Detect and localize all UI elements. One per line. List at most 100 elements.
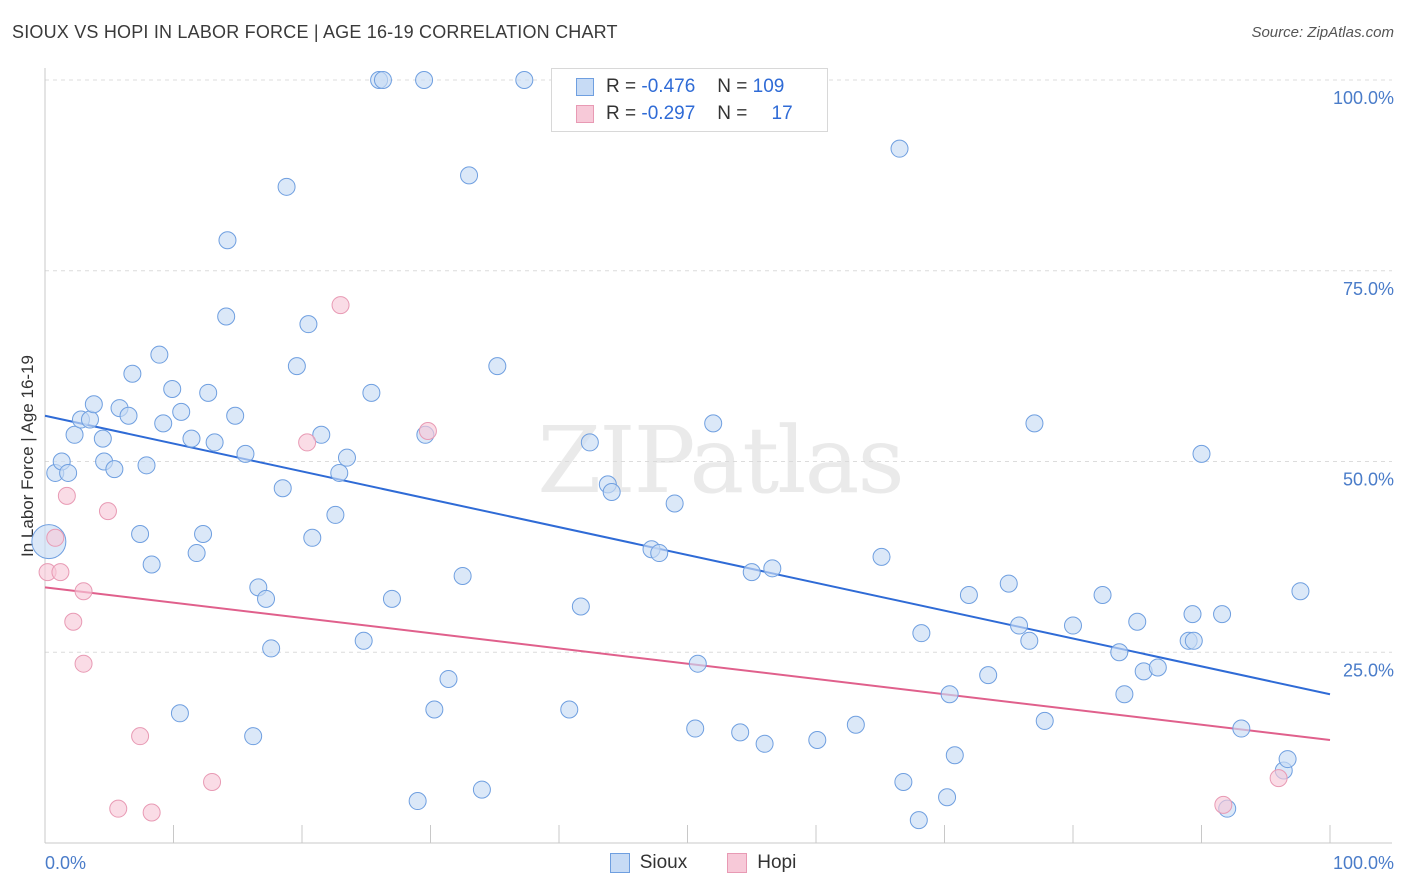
sioux-point (154, 414, 173, 433)
sioux-point (354, 631, 373, 650)
sioux-point (277, 177, 296, 196)
sioux-point (330, 463, 349, 482)
sioux-point (119, 406, 138, 425)
series-legend: Sioux Hopi (0, 852, 1406, 874)
sioux-legend-label: Sioux (639, 852, 688, 873)
sioux-point (846, 715, 865, 734)
legend-row-hopi: R = -0.297 N = 17 (576, 102, 793, 126)
data-points (31, 71, 1310, 830)
sioux-point (580, 433, 599, 452)
sioux-point (890, 139, 909, 158)
sioux-point (123, 364, 142, 383)
sioux-point (686, 719, 705, 738)
hopi-point (142, 803, 161, 822)
sioux-r-label: R = (606, 76, 637, 97)
y-tick-label: 75.0% (1343, 279, 1394, 299)
sioux-point (1115, 685, 1134, 704)
sioux-r-value: -0.476 (641, 76, 696, 97)
sioux-point (205, 433, 224, 452)
sioux-point (755, 734, 774, 753)
sioux-point (273, 479, 292, 498)
sioux-point (912, 624, 931, 643)
sioux-point (938, 788, 957, 807)
sioux-point (244, 727, 263, 746)
sioux-legend-swatch (609, 853, 630, 873)
chart-title: SIOUX VS HOPI IN LABOR FORCE | AGE 16-19… (12, 22, 618, 42)
sioux-point (80, 410, 99, 429)
hopi-n-label: N = (717, 103, 748, 124)
hopi-point (46, 528, 65, 547)
hopi-point (109, 799, 128, 818)
hopi-point (131, 727, 150, 746)
chart-source: Source: ZipAtlas.com (1251, 24, 1394, 41)
sioux-point (170, 704, 189, 723)
tick-labels: 25.0% 50.0% 75.0% 100.0% 0.0% 100.0% (45, 88, 1394, 873)
sioux-point (131, 524, 150, 543)
sioux-point (299, 315, 318, 334)
hopi-point (1269, 769, 1288, 788)
sioux-point (665, 494, 684, 513)
sioux-point (236, 444, 255, 463)
sioux-point (460, 166, 479, 185)
sioux-point (808, 730, 827, 749)
hopi-point (64, 612, 83, 631)
sioux-point (142, 555, 161, 574)
sioux-point (909, 811, 928, 830)
sioux-point (763, 559, 782, 578)
sioux-point (163, 380, 182, 399)
sioux-point (1093, 586, 1112, 605)
sioux-point (742, 563, 761, 582)
legend-item-sioux[interactable]: Sioux (609, 852, 688, 874)
sioux-point (218, 231, 237, 250)
sioux-point (415, 71, 434, 89)
sioux-point (362, 383, 381, 402)
hopi-legend-label: Hopi (757, 852, 797, 873)
sioux-point (382, 589, 401, 608)
sioux-point (894, 772, 913, 791)
sioux-point (731, 723, 750, 742)
sioux-point (199, 383, 218, 402)
sioux-point (217, 307, 236, 326)
x-tick-label: 0.0% (45, 853, 86, 873)
y-tick-label: 25.0% (1343, 660, 1394, 680)
sioux-point (373, 71, 392, 89)
hopi-point (57, 486, 76, 505)
sioux-point (1183, 605, 1202, 624)
sioux-point (408, 792, 427, 811)
sioux-point (571, 597, 590, 616)
sioux-point (560, 700, 579, 719)
hopi-swatch (576, 105, 594, 123)
sioux-point (1020, 631, 1039, 650)
sioux-point (137, 456, 156, 475)
x-tick-label: 100.0% (1333, 853, 1394, 873)
sioux-point (262, 639, 281, 658)
legend-item-hopi[interactable]: Hopi (727, 852, 796, 874)
sioux-point (1110, 643, 1129, 662)
sioux-point (515, 71, 534, 89)
hopi-legend-swatch (727, 853, 748, 873)
sioux-point (93, 429, 112, 448)
y-tick-label: 100.0% (1333, 88, 1394, 108)
sioux-point (704, 414, 723, 433)
sioux-point (453, 566, 472, 585)
legend-row-sioux: R = -0.476 N = 109 (576, 75, 784, 99)
sioux-point (337, 448, 356, 467)
hopi-n-value: 17 (771, 103, 793, 124)
hopi-point (1214, 795, 1233, 814)
sioux-point (945, 746, 964, 765)
sioux-point (959, 586, 978, 605)
sioux-point (172, 402, 191, 421)
sioux-point (1148, 658, 1167, 677)
sioux-point (1010, 616, 1029, 635)
sioux-point (602, 483, 621, 502)
stats-legend: R = -0.476 N = 109 R = -0.297 N = 17 (551, 68, 828, 132)
sioux-point (226, 406, 245, 425)
sioux-point (488, 357, 507, 376)
hopi-r-value: -0.297 (641, 103, 696, 124)
sioux-point (287, 357, 306, 376)
sioux-point (105, 460, 124, 479)
hopi-point (298, 433, 317, 452)
sioux-point (59, 463, 78, 482)
hopi-point (203, 772, 222, 791)
sioux-point (1128, 612, 1147, 631)
